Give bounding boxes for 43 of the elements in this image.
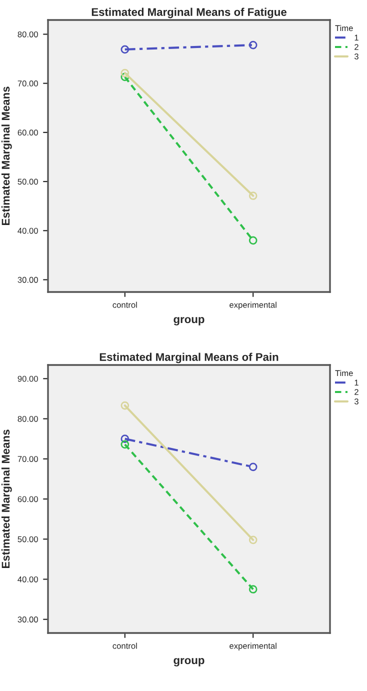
x-tick-label: experimental — [230, 302, 276, 310]
y-tick-label: 70.00 — [18, 456, 38, 462]
x-tick-label: experimental — [230, 642, 276, 650]
point — [248, 236, 258, 245]
legend-label: 1 — [354, 380, 358, 386]
y-tick-label: 40.00 — [18, 576, 38, 582]
y-axis-title: Estimated Marginal Means — [1, 86, 12, 226]
point — [248, 585, 258, 594]
y-tick-label: 90.00 — [18, 376, 38, 382]
y-tick-label: 30.00 — [18, 616, 38, 622]
point — [248, 536, 258, 544]
y-tick-label: 40.00 — [18, 228, 38, 234]
chart-title: Estimated Marginal Means of Pain — [100, 352, 278, 364]
x-tick-label: control — [112, 302, 137, 308]
point — [120, 45, 130, 54]
legend-label: 3 — [354, 54, 358, 60]
x-axis-title: group — [174, 658, 204, 666]
y-tick-label: 80.00 — [18, 31, 38, 38]
point — [120, 440, 130, 449]
point — [120, 72, 130, 82]
point — [120, 68, 130, 78]
y-tick-label: 50.00 — [18, 536, 38, 542]
y-tick-label: 80.00 — [18, 416, 38, 422]
point — [248, 192, 258, 200]
y-tick-label: 50.00 — [18, 178, 38, 185]
point — [248, 462, 258, 472]
legend-title: Time — [335, 370, 353, 376]
y-axis-title: Estimated Marginal Means — [1, 430, 12, 568]
x-tick-label: control — [112, 642, 137, 649]
legend-label: 2 — [354, 389, 358, 395]
legend-label: 2 — [354, 44, 358, 50]
legend-label: 3 — [354, 398, 358, 404]
y-tick-label: 60.00 — [18, 496, 38, 502]
y-tick-label: 30.00 — [18, 276, 38, 283]
point — [248, 40, 258, 50]
y-tick-label: 70.00 — [18, 80, 38, 86]
legend-title: Time — [335, 25, 353, 32]
y-tick-label: 60.00 — [18, 130, 38, 136]
chart-title: Estimated Marginal Means of Fatigue — [92, 8, 286, 18]
x-axis-title: group — [174, 317, 204, 326]
point — [120, 434, 130, 443]
point — [120, 401, 130, 410]
legend-label: 1 — [354, 34, 358, 40]
